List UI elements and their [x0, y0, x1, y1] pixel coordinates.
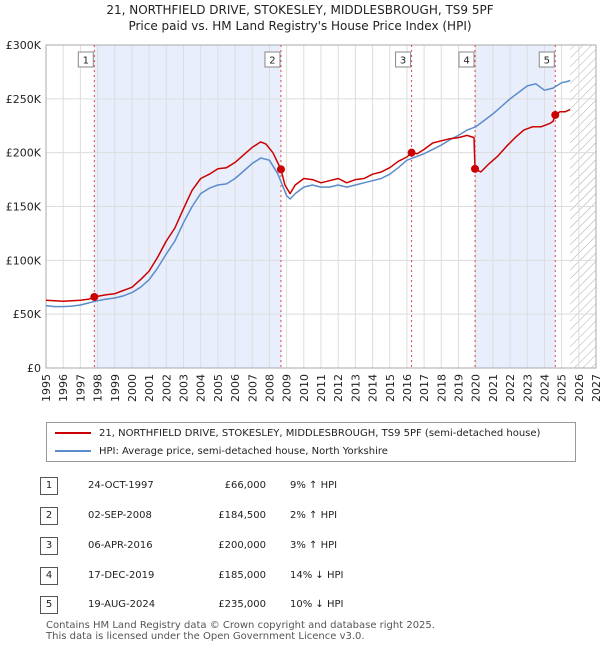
transaction-date: 17-DEC-2019 [88, 570, 155, 581]
transaction-number: 1 [40, 477, 58, 495]
x-tick-label: 2000 [126, 374, 139, 402]
x-tick-label: 2016 [401, 374, 414, 402]
transaction-price: £200,000 [218, 540, 266, 551]
x-tick-label: 1997 [74, 374, 87, 402]
price-chart: 1 2 3 4 5 £0 £50K £100K £150K £200K £250K £300K 1995… [6, 39, 600, 402]
x-tick-label: 2002 [160, 374, 173, 402]
x-tick-label: 1999 [109, 374, 122, 402]
chart-title: 21, NORTHFIELD DRIVE, STOKESLEY, MIDDLES… [0, 2, 600, 34]
x-tick-label: 2026 [573, 374, 586, 402]
x-tick-label: 1995 [40, 374, 53, 402]
transaction-number-box [538, 51, 555, 68]
transaction-number-box [458, 51, 475, 68]
transaction-number: 3 [40, 537, 58, 555]
x-tick-label: 2013 [349, 374, 362, 402]
transaction-number-label: 1 [83, 56, 89, 67]
legend-label-hpi: HPI: Average price, semi-detached house,… [99, 446, 388, 457]
transaction-hpi: 14% ↓ HPI [290, 570, 344, 581]
x-tick-label: 2017 [418, 374, 431, 402]
y-tick-label: £150K [6, 201, 42, 214]
x-tick-label: 2024 [538, 374, 551, 402]
x-tick-label: 2001 [143, 374, 156, 402]
transaction-marker [407, 148, 416, 157]
chart-title-line1: 21, NORTHFIELD DRIVE, STOKESLEY, MIDDLES… [106, 3, 494, 17]
transaction-marker [471, 164, 479, 173]
x-tick-label: 1998 [92, 374, 105, 402]
y-tick-label: £100K [6, 254, 42, 267]
y-tick-label: £200K [6, 147, 42, 160]
x-tick-label: 2007 [246, 374, 259, 402]
transaction-number: 4 [40, 567, 58, 585]
x-tick-label: 2009 [281, 374, 294, 402]
transaction-hpi: 9% ↑ HPI [290, 480, 338, 491]
price-paid-line [45, 108, 571, 302]
x-tick-label: 1996 [57, 374, 70, 402]
y-tick-label: £50K [13, 308, 42, 321]
transaction-hpi: 2% ↑ HPI [290, 510, 338, 521]
x-tick-label: 2020 [470, 374, 483, 402]
x-tick-label: 2018 [435, 374, 448, 402]
x-tick-label: 2008 [263, 374, 276, 402]
x-tick-label: 2027 [590, 374, 600, 402]
transaction-price: £235,000 [218, 599, 266, 610]
footer: Contains HM Land Registry data © Crown c… [46, 620, 435, 642]
legend-label-price: 21, NORTHFIELD DRIVE, STOKESLEY, MIDDLES… [99, 428, 541, 439]
x-tick-label: 2015 [384, 374, 397, 402]
y-tick-label: £250K [6, 93, 42, 106]
x-tick-label: 2006 [229, 374, 242, 402]
transaction-date: 24-OCT-1997 [88, 480, 154, 491]
hpi-line [45, 79, 571, 308]
legend-item-hpi: HPI: Average price, semi-detached house,… [55, 444, 388, 460]
transaction-hpi: 10% ↓ HPI [290, 599, 344, 610]
transaction-number-box [395, 51, 412, 68]
x-tick-label: 2021 [487, 374, 500, 402]
transaction-date: 02-SEP-2008 [88, 510, 152, 521]
transaction-price: £185,000 [218, 570, 266, 581]
transaction-hpi: 3% ↑ HPI [290, 540, 338, 551]
transaction-number-box [264, 51, 281, 68]
transaction-number-label: 2 [269, 56, 275, 67]
transaction-marker [276, 165, 285, 174]
y-tick-label: £0 [27, 362, 41, 375]
transaction-number-box [77, 51, 94, 68]
legend-item-price: 21, NORTHFIELD DRIVE, STOKESLEY, MIDDLES… [55, 426, 540, 442]
transaction-price: £66,000 [224, 480, 266, 491]
x-tick-label: 2003 [178, 374, 191, 402]
x-tick-label: 2010 [298, 374, 311, 402]
y-tick-label: £300K [6, 39, 42, 52]
legend-swatch-price [55, 432, 91, 434]
x-tick-label: 2011 [315, 374, 328, 402]
x-tick-label: 2005 [212, 374, 225, 402]
x-tick-label: 2025 [556, 374, 569, 402]
transaction-number: 2 [40, 507, 58, 525]
legend-swatch-hpi [55, 450, 91, 452]
transaction-marker [90, 292, 99, 301]
transaction-number-label: 5 [544, 56, 550, 67]
x-tick-label: 2019 [453, 374, 466, 402]
legend: 21, NORTHFIELD DRIVE, STOKESLEY, MIDDLES… [46, 422, 576, 462]
transaction-date: 19-AUG-2024 [88, 599, 156, 610]
footer-line2: This data is licensed under the Open Gov… [46, 631, 365, 642]
transaction-number-label: 3 [400, 56, 406, 67]
transaction-number: 5 [40, 596, 58, 614]
transaction-marker [551, 110, 560, 119]
footer-line1: Contains HM Land Registry data © Crown c… [46, 620, 435, 631]
x-tick-label: 2022 [504, 374, 517, 402]
x-tick-label: 2012 [332, 374, 345, 402]
chart-title-line2: Price paid vs. HM Land Registry's House … [128, 19, 472, 33]
x-tick-label: 2023 [521, 374, 534, 402]
plot-border [45, 44, 597, 369]
x-tick-label: 2014 [367, 374, 380, 402]
transaction-number-label: 4 [463, 56, 469, 67]
transaction-price: £184,500 [218, 510, 266, 521]
transaction-date: 06-APR-2016 [88, 540, 153, 551]
x-tick-label: 2004 [195, 374, 208, 402]
